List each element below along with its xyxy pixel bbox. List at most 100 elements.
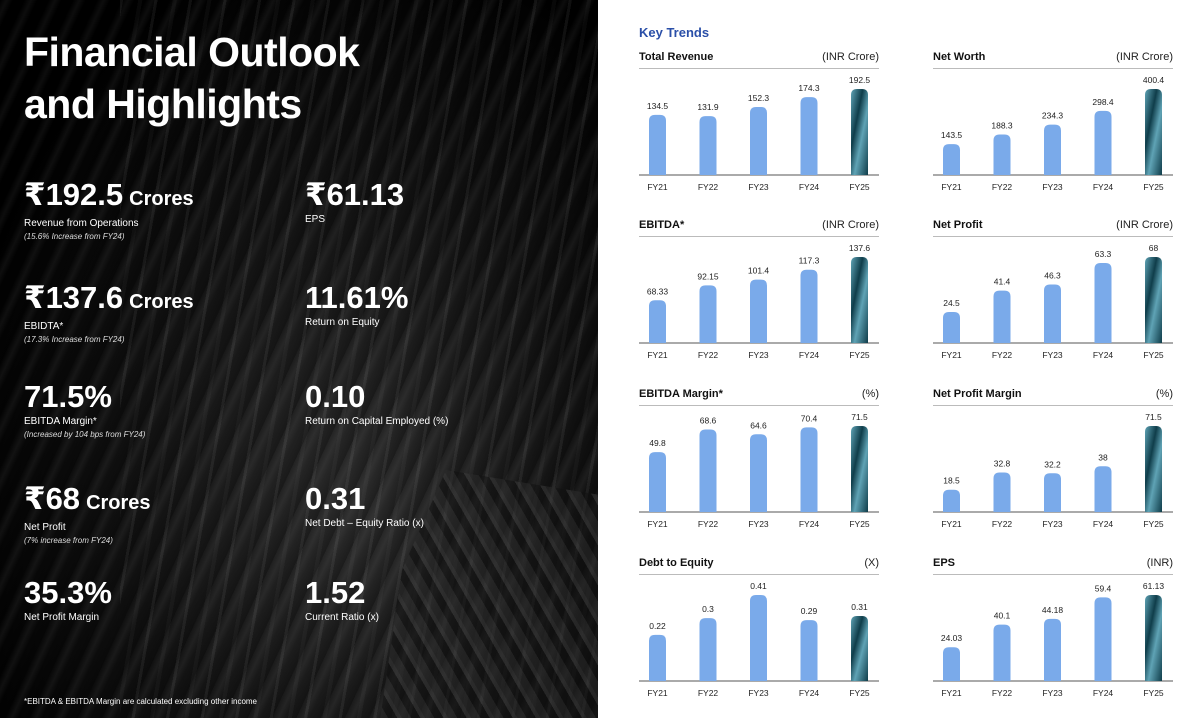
title-divider: [639, 236, 879, 237]
chart-unit: (INR): [1146, 557, 1173, 569]
data-label: 92.15: [697, 271, 719, 281]
x-tick-label: FY22: [992, 350, 1013, 360]
title-divider: [933, 236, 1173, 237]
bar-highlight: [1145, 595, 1162, 681]
x-tick-label: FY21: [941, 350, 962, 360]
chart-unit: (INR Crore): [1116, 219, 1173, 231]
bar-highlight: [851, 257, 868, 343]
chart-title: EPS: [933, 557, 956, 569]
metric-value: 1.52: [305, 575, 366, 610]
metric-sub: (7% increase from FY24): [24, 536, 113, 545]
data-label: 400.4: [1143, 75, 1165, 85]
page-title: Financial Outlook and Highlights: [24, 26, 360, 130]
title-divider: [933, 68, 1173, 69]
data-label: 0.31: [851, 602, 868, 612]
data-label: 71.5: [851, 412, 868, 422]
bar: [1094, 597, 1112, 681]
chart-unit: (X): [864, 557, 879, 569]
bar-chart-svg: 68.33 FY21 92.15 FY22 101.4 FY23 117.3 FY24 137.…: [639, 243, 879, 360]
data-label: 49.8: [649, 438, 666, 448]
footnote: *EBITDA & EBITDA Margin are calculated e…: [24, 697, 257, 706]
data-label: 68: [1149, 243, 1159, 253]
bar: [649, 452, 666, 512]
key-trends-panel: Key Trends Total Revenue (INR Crore) 134…: [598, 0, 1190, 718]
metric-sub: (17.3% Increase from FY24): [24, 335, 125, 344]
bar: [943, 312, 960, 343]
data-label: 41.4: [994, 277, 1011, 287]
x-tick-label: FY21: [647, 182, 668, 192]
bar: [993, 472, 1011, 512]
data-label: 134.5: [647, 101, 669, 111]
data-label: 61.13: [1143, 581, 1165, 591]
chart-title: Net Profit: [933, 219, 983, 231]
x-tick-label: FY21: [647, 688, 668, 698]
bar-chart-svg: 24.5 FY21 41.4 FY22 46.3 FY23 63.3 FY24 68 FY25: [933, 243, 1173, 360]
data-label: 46.3: [1044, 270, 1061, 280]
x-tick-label: FY22: [698, 350, 719, 360]
bar: [1044, 124, 1061, 175]
bar: [800, 427, 818, 512]
metric-value: 71.5%: [24, 379, 112, 414]
title-divider: [639, 574, 879, 575]
data-label: 32.2: [1044, 459, 1061, 469]
x-tick-label: FY23: [1042, 350, 1063, 360]
metric-net-profit-margin: 35.3% Net Profit Margin: [24, 575, 112, 624]
data-label: 24.03: [941, 633, 963, 643]
metric-value: 35.3%: [24, 575, 112, 610]
bar: [943, 647, 960, 681]
x-tick-label: FY25: [1143, 182, 1164, 192]
x-tick-label: FY24: [1093, 688, 1114, 698]
x-tick-label: FY24: [799, 182, 820, 192]
x-tick-label: FY25: [1143, 519, 1164, 529]
metric-label: Return on Capital Employed (%): [305, 416, 449, 427]
data-label: 137.6: [849, 243, 871, 253]
bar: [1044, 473, 1061, 512]
data-label: 24.5: [943, 298, 960, 308]
metric-value: 0.10: [305, 379, 366, 414]
x-tick-label: FY24: [1093, 519, 1114, 529]
bar: [993, 624, 1011, 681]
x-tick-label: FY24: [1093, 182, 1114, 192]
chart-unit: (INR Crore): [822, 219, 879, 231]
metric-unit: Crores: [129, 188, 194, 210]
bar-chart-svg: 134.5 FY21 131.9 FY22 152.3 FY23 174.3 FY24 192.…: [639, 75, 879, 192]
chart-eps: EPS (INR) 24.03 FY21 40.1 FY22 44.18 FY23 59.4…: [933, 557, 1173, 702]
chart-ebitda: EBITDA* (INR Crore) 68.33 FY21 92.15 FY22 10…: [639, 219, 879, 364]
x-tick-label: FY23: [1042, 182, 1063, 192]
data-label: 152.3: [748, 93, 770, 103]
bar-chart-svg: 0.22 FY21 0.3 FY22 0.41 FY23 0.29 FY24 0.31 FY25: [639, 581, 879, 698]
data-label: 131.9: [697, 102, 719, 112]
metric-label: Revenue from Operations: [24, 218, 139, 229]
chart-title: Debt to Equity: [639, 557, 714, 569]
data-label: 298.4: [1092, 97, 1114, 107]
bar: [943, 489, 960, 512]
data-label: 64.6: [750, 420, 767, 430]
bar-highlight: [1145, 89, 1162, 175]
chart-net-worth: Net Worth (INR Crore) 143.5 FY21 188.3 FY22…: [933, 51, 1173, 196]
bar: [800, 97, 818, 175]
chart-net-profit: Net Profit (INR Crore) 24.5 FY21 41.4 FY22 4…: [933, 219, 1173, 364]
chart-ebitda-margin: EBITDA Margin* (%) 49.8 FY21 68.6 FY22 64.6 F…: [639, 388, 879, 533]
metric-unit: Crores: [86, 492, 151, 514]
data-label: 40.1: [994, 611, 1011, 621]
x-tick-label: FY21: [941, 688, 962, 698]
x-tick-label: FY23: [748, 350, 769, 360]
metric-label: Net Profit: [24, 522, 66, 533]
bar-chart-svg: 143.5 FY21 188.3 FY22 234.3 FY23 298.4 FY24 400.…: [933, 75, 1173, 192]
x-tick-label: FY22: [992, 182, 1013, 192]
bar: [800, 620, 818, 681]
metric-revenue: ₹192.5 Crores Revenue from Operations (15…: [24, 178, 194, 242]
bar: [699, 285, 717, 343]
x-tick-label: FY21: [647, 519, 668, 529]
metric-eps: ₹61.13 EPS: [305, 178, 404, 226]
bar: [1094, 466, 1112, 512]
metric-value: ₹68: [24, 481, 81, 516]
data-label: 32.8: [994, 459, 1011, 469]
x-tick-label: FY23: [748, 182, 769, 192]
highlights-panel: Financial Outlook and Highlights ₹192.5 C…: [0, 0, 598, 718]
bar: [750, 595, 767, 681]
metric-label: Net Debt – Equity Ratio (x): [305, 518, 424, 529]
chart-unit: (%): [861, 388, 879, 400]
data-label: 59.4: [1095, 583, 1112, 593]
page-title-line-1: Financial Outlook: [24, 29, 360, 75]
